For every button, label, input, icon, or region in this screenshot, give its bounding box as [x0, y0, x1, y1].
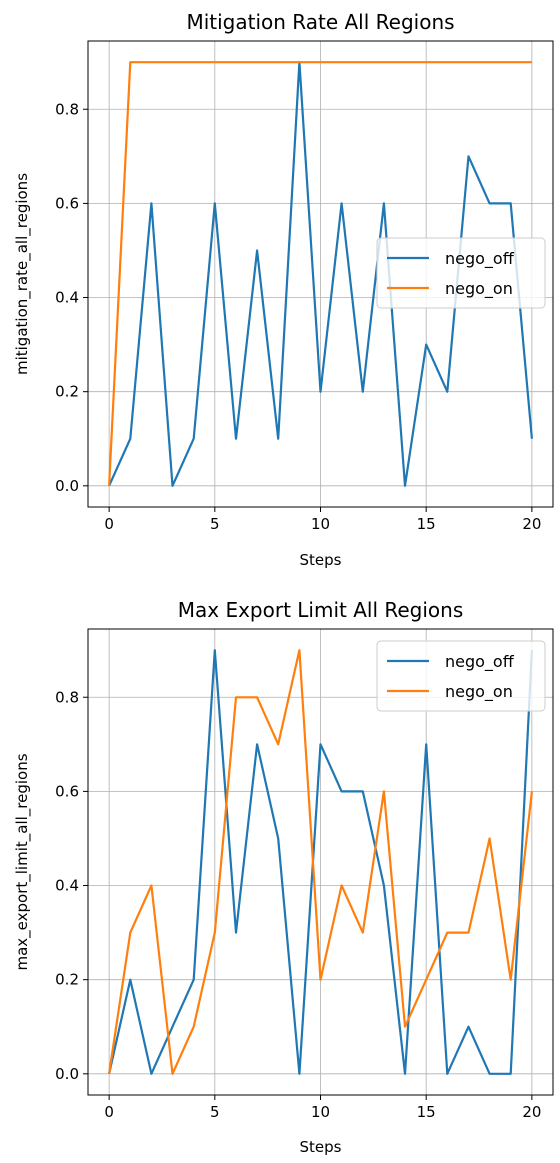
x-tick-label: 20 — [522, 1103, 541, 1121]
legend-label-nego_off: nego_off — [445, 249, 515, 269]
chart-title: Max Export Limit All Regions — [178, 598, 464, 622]
y-tick-label: 0.8 — [55, 100, 79, 118]
x-tick-label: 0 — [104, 1103, 114, 1121]
legend: nego_off nego_on — [376, 237, 546, 309]
y-tick-label: 0.8 — [55, 688, 79, 706]
y-tick-label: 0.2 — [55, 383, 79, 401]
legend-box — [376, 640, 546, 712]
y-tick-label: 0.6 — [55, 782, 79, 800]
series-line-nego_off — [108, 649, 533, 1075]
x-tick-label: 5 — [210, 1103, 220, 1121]
x-tick-label: 20 — [522, 515, 541, 533]
chart-title: Mitigation Rate All Regions — [186, 10, 454, 34]
x-tick-label: 0 — [104, 515, 114, 533]
legend: nego_off nego_on — [376, 640, 546, 712]
x-tick-label: 5 — [210, 515, 220, 533]
x-tick-label: 15 — [417, 1103, 436, 1121]
x-tick-label: 10 — [311, 515, 330, 533]
legend-label-nego_off: nego_off — [445, 652, 515, 672]
series-line-nego_on — [108, 61, 532, 486]
y-tick-label: 0.4 — [55, 877, 79, 895]
x-axis-label: Steps — [300, 551, 342, 569]
series-line-nego_on — [108, 649, 533, 1075]
series-line-nego_off — [108, 61, 533, 487]
y-tick-label: 0.4 — [55, 289, 79, 307]
y-tick-label: 0.2 — [55, 971, 79, 989]
y-tick-label: 0.6 — [55, 194, 79, 212]
y-tick-label: 0.0 — [55, 1065, 79, 1083]
chart-2: 0 5 10 15 20 0.0 0.2 0.4 0.6 0.8 Max Export Limit … — [13, 598, 554, 1156]
legend-box — [376, 237, 546, 309]
legend-label-nego_on: nego_on — [445, 279, 513, 299]
y-tick-label: 0.0 — [55, 477, 79, 495]
x-tick-label: 10 — [311, 1103, 330, 1121]
y-axis-label: mitigation_rate_all_regions — [13, 173, 32, 375]
y-axis-label: max_export_limit_all_regions — [13, 753, 32, 970]
x-axis-label: Steps — [300, 1138, 342, 1156]
chart-1: 0 5 10 15 20 0.0 0.2 0.4 0.6 0.8 Mitigation Rate A… — [13, 10, 554, 569]
x-tick-label: 15 — [417, 515, 436, 533]
legend-label-nego_on: nego_on — [445, 682, 513, 702]
